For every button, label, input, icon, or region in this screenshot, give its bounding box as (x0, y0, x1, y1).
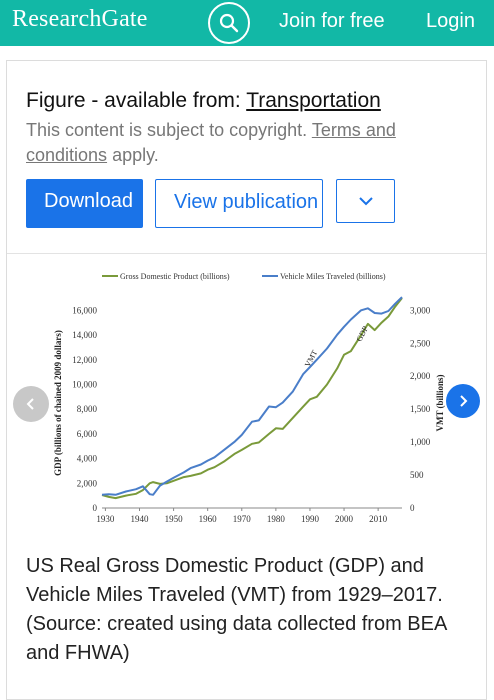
x-tick-label: 1930 (96, 514, 115, 524)
copyright-suffix: apply. (107, 145, 159, 165)
figure-chart[interactable]: 1930 1940 1950 1960 1970 1980 1990 2000 2010 0 2,0… (47, 266, 447, 540)
next-figure-button[interactable] (446, 384, 480, 418)
y-left-tick-label: 12,000 (72, 355, 97, 365)
x-tick-label: 1940 (131, 514, 150, 524)
series-line-vmt (101, 296, 403, 496)
card-divider (7, 253, 486, 254)
y-right-tick-label: 2,000 (410, 371, 431, 381)
y-left-tick-label: 2,000 (77, 478, 98, 488)
y-left-tick-label: 14,000 (72, 330, 97, 340)
annotation-gdp: GDP (355, 324, 371, 343)
chevron-right-icon (460, 395, 468, 407)
chevron-down-icon (358, 197, 373, 206)
figure-card: Figure - available from: Transportation … (6, 60, 487, 700)
more-options-button[interactable] (336, 179, 395, 223)
x-tick-label: 2010 (369, 514, 388, 524)
y-left-tick-label: 10,000 (72, 379, 97, 389)
join-for-free-link[interactable]: Join for free (279, 10, 385, 32)
y-right-axis-title: VMT (billions) (435, 374, 445, 431)
y-right-tick-label: 3,000 (410, 305, 431, 315)
x-tick-label: 1950 (165, 514, 184, 524)
legend-label-gdp: Gross Domestic Product (billions) (120, 272, 230, 281)
search-icon (219, 13, 239, 33)
y-right-tick-label: 1,500 (410, 404, 431, 414)
view-publication-button[interactable]: View publication (155, 179, 323, 228)
publication-title-link[interactable]: Transportation (246, 89, 381, 112)
y-left-axis-title: GDP (billions of chained 2009 dollars) (53, 330, 63, 476)
copyright-text: This content is subject to copyright. (26, 120, 312, 140)
search-button[interactable] (208, 2, 250, 44)
x-tick-label: 2000 (335, 514, 354, 524)
series-line-gdp (101, 297, 403, 500)
x-tick-label: 1970 (233, 514, 252, 524)
y-left-tick-label: 6,000 (77, 429, 98, 439)
previous-figure-button[interactable] (13, 386, 49, 422)
login-link[interactable]: Login (426, 10, 475, 32)
chevron-left-icon (26, 398, 34, 410)
gdp-vmt-chart: 1930 1940 1950 1960 1970 1980 1990 2000 2010 0 2,0… (53, 272, 445, 524)
y-left-tick-label: 4,000 (77, 454, 98, 464)
figure-title-prefix: Figure - available from: (26, 89, 247, 112)
top-bar: ResearchGate Join for free Login (0, 0, 494, 46)
y-right-tick-label: 2,500 (410, 338, 431, 348)
y-right-tick-label: 1,000 (410, 437, 431, 447)
x-tick-label: 1990 (301, 514, 320, 524)
download-button[interactable]: Download (26, 179, 143, 228)
y-left-tick-label: 0 (93, 503, 98, 513)
y-right-tick-label: 500 (410, 470, 424, 480)
figure-title: Figure - available from: Transportation (26, 89, 381, 113)
y-left-tick-label: 8,000 (77, 404, 98, 414)
y-left-tick-label: 16,000 (72, 305, 97, 315)
terms-and-conditions-link[interactable]: Terms and conditions (26, 120, 396, 165)
researchgate-logo[interactable]: ResearchGate (12, 6, 148, 32)
y-right-tick-label: 0 (410, 503, 415, 513)
legend-label-vmt: Vehicle Miles Traveled (billions) (280, 272, 386, 281)
x-tick-label: 1980 (267, 514, 286, 524)
copyright-notice: This content is subject to copyright. Te… (26, 118, 466, 168)
figure-caption: US Real Gross Domestic Product (GDP) and… (26, 555, 447, 664)
x-tick-label: 1960 (199, 514, 218, 524)
